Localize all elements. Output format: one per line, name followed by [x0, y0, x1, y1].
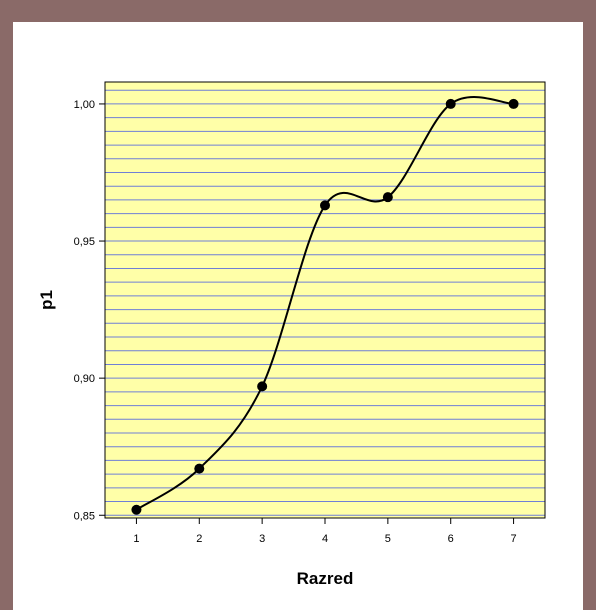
y-tick-label: 0,90: [74, 373, 95, 385]
axes: [99, 103, 515, 524]
data-points: [131, 98, 519, 515]
gridlines: [105, 89, 545, 516]
x-tick-label: 7: [511, 533, 517, 545]
data-point: [382, 192, 393, 203]
data-point: [257, 381, 268, 392]
y-axis-title: p1: [37, 290, 56, 310]
y-tick-label: 1,00: [74, 99, 95, 111]
data-point: [320, 200, 330, 211]
y-tick-label: 0,85: [74, 510, 95, 522]
x-tick-label: 3: [259, 533, 265, 545]
x-tick-labels: 1 2 3 4 5 6 7: [133, 533, 516, 545]
x-tick-label: 2: [196, 533, 202, 545]
plot-area: [105, 82, 545, 518]
x-tick-label: 1: [133, 533, 139, 545]
x-axis-title: Razred: [297, 569, 354, 588]
data-point: [445, 98, 456, 109]
data-point: [508, 98, 519, 109]
data-point: [194, 463, 205, 474]
y-tick-label: 0,95: [74, 236, 95, 248]
data-point: [131, 504, 142, 515]
plot-border: [104, 81, 546, 519]
y-tick-labels: 0,85 0,90 0,95 1,00: [74, 99, 95, 522]
x-tick-label: 4: [322, 533, 328, 545]
x-tick-label: 6: [448, 533, 454, 545]
x-tick-label: 5: [385, 533, 391, 545]
